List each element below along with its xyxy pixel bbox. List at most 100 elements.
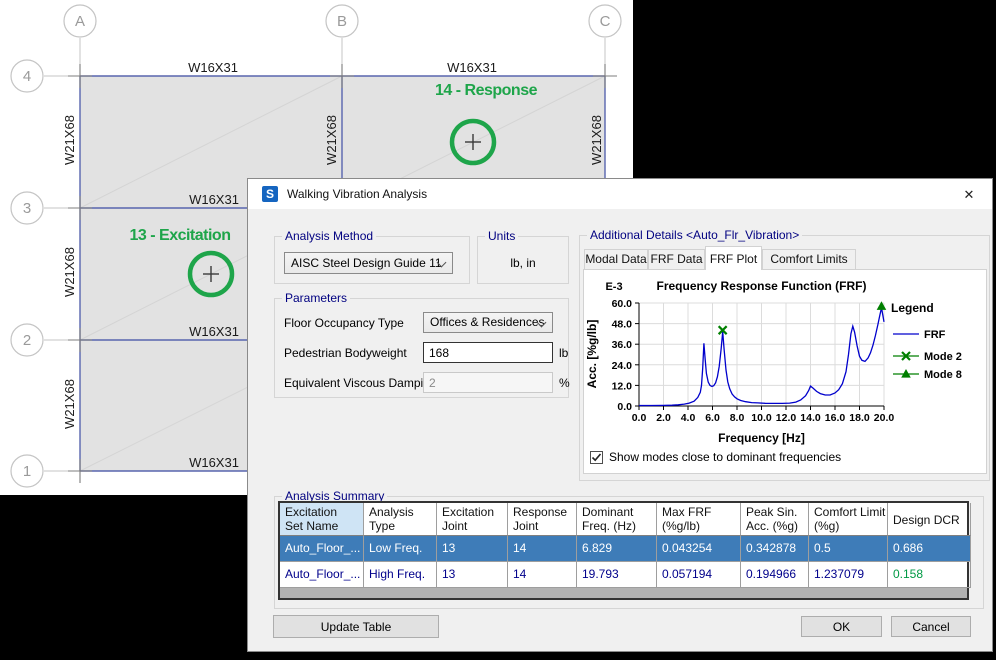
beam-label: W16X31 — [189, 324, 239, 339]
frf-chart: 0.02.04.06.08.010.012.014.016.018.020.00… — [584, 270, 986, 473]
legend-item-label: Mode 8 — [924, 369, 962, 381]
analysis-method-group: Analysis Method AISC Steel Design Guide … — [274, 236, 470, 284]
floor-occupancy-label: Floor Occupancy Type — [284, 316, 404, 330]
table-cell: 0.686 — [888, 536, 971, 562]
x-axis-title: Frequency [Hz] — [718, 431, 805, 445]
y-tick-label: 48.0 — [612, 319, 633, 331]
damping-input — [423, 372, 553, 393]
additional-details-group-label: Additional Details <Auto_Flr_Vibration> — [587, 228, 802, 243]
x-tick-label: 2.0 — [656, 412, 671, 424]
dialog-titlebar[interactable]: S Walking Vibration Analysis ✕ — [248, 179, 992, 209]
x-tick-label: 18.0 — [849, 412, 870, 424]
legend-item-label: FRF — [924, 329, 946, 341]
units-group-label: Units — [485, 229, 518, 244]
table-row[interactable]: Auto_Floor_...High Freq.131419.7930.0571… — [280, 562, 967, 588]
close-icon[interactable]: ✕ — [960, 186, 978, 204]
bodyweight-label: Pedestrian Bodyweight — [284, 346, 407, 360]
excitation-label: 13 - Excitation — [130, 227, 231, 244]
x-tick-label: 0.0 — [632, 412, 647, 424]
damping-unit: % — [559, 376, 570, 390]
response-label: 14 - Response — [435, 82, 538, 99]
scale-label: E-3 — [605, 281, 622, 293]
tab-frf-data[interactable]: FRF Data — [648, 249, 705, 270]
table-cell: 0.057194 — [657, 562, 741, 588]
bodyweight-input[interactable] — [423, 342, 553, 363]
table-cell: 0.158 — [888, 562, 971, 588]
analysis-method-value: AISC Steel Design Guide 11 — [291, 256, 442, 270]
table-cell: 14 — [508, 536, 577, 562]
table-cell: 19.793 — [577, 562, 657, 588]
table-cell: 0.5 — [809, 536, 888, 562]
application-viewport: ABC4321W16X31W16X31W16X31W16X31W16X31W21… — [0, 0, 996, 660]
table-cell: 0.342878 — [741, 536, 809, 562]
summary-header-cell[interactable]: Design DCR — [888, 503, 971, 536]
analysis-method-group-label: Analysis Method — [282, 229, 376, 244]
x-tick-label: 6.0 — [705, 412, 720, 424]
grid-bubble-col-B-label: B — [337, 13, 347, 30]
x-tick-label: 20.0 — [874, 412, 895, 424]
y-axis-title: Acc. [%g/lb] — [585, 320, 599, 389]
grid-bubble-row-1-label: 1 — [23, 463, 31, 480]
analysis-method-dropdown[interactable]: AISC Steel Design Guide 11 — [284, 252, 453, 274]
y-tick-label: 36.0 — [612, 339, 633, 351]
tab-modal-data[interactable]: Modal Data — [584, 249, 648, 270]
units-value: lb, in — [478, 256, 568, 270]
beam-label: W16X31 — [189, 192, 239, 207]
table-empty-area — [280, 588, 967, 598]
table-cell: High Freq. — [364, 562, 437, 588]
table-cell: 13 — [437, 562, 508, 588]
beam-label: W16X31 — [188, 60, 238, 75]
tab-comfort-limits-plot[interactable]: Comfort Limits Plot — [762, 249, 856, 270]
table-row[interactable]: Auto_Floor_...Low Freq.13146.8290.043254… — [280, 536, 967, 562]
beam-label: W21X68 — [62, 379, 77, 429]
units-group: Units lb, in — [477, 236, 569, 284]
floor-occupancy-value: Offices & Residences — [430, 315, 545, 329]
beam-label: W21X68 — [62, 115, 77, 165]
tab-frf-plot[interactable]: FRF Plot — [705, 246, 762, 270]
parameters-group-label: Parameters — [282, 291, 350, 306]
beam-label: W21X68 — [324, 115, 339, 165]
summary-header-cell[interactable]: Excitation Set Name — [280, 503, 364, 536]
summary-header-cell[interactable]: Peak Sin. Acc. (%g) — [741, 503, 809, 536]
y-tick-label: 60.0 — [612, 298, 633, 310]
grid-bubble-row-2-label: 2 — [23, 332, 31, 349]
summary-header-cell[interactable]: Max FRF (%g/lb) — [657, 503, 741, 536]
table-cell: Auto_Floor_... — [280, 562, 364, 588]
table-cell: 13 — [437, 536, 508, 562]
floor-occupancy-dropdown[interactable]: Offices & Residences — [423, 312, 553, 333]
show-modes-checkbox[interactable] — [590, 451, 603, 464]
analysis-summary-group: Analysis Summary Excitation Set NameAnal… — [274, 496, 984, 609]
x-tick-label: 4.0 — [681, 412, 696, 424]
summary-header-cell[interactable]: Response Joint — [508, 503, 577, 536]
summary-header-cell[interactable]: Excitation Joint — [437, 503, 508, 536]
grid-bubble-row-4-label: 4 — [23, 68, 31, 85]
grid-bubble-col-A-label: A — [75, 13, 85, 30]
analysis-summary-table: Excitation Set NameAnalysis TypeExcitati… — [278, 501, 969, 600]
x-tick-label: 10.0 — [751, 412, 772, 424]
beam-label: W16X31 — [447, 60, 497, 75]
y-tick-label: 0.0 — [617, 401, 632, 413]
legend-title: Legend — [891, 301, 934, 315]
app-icon: S — [262, 186, 278, 202]
dialog-title: Walking Vibration Analysis — [287, 187, 427, 201]
y-tick-label: 12.0 — [612, 380, 633, 392]
show-modes-checkbox-row: Show modes close to dominant frequencies — [590, 450, 841, 464]
table-cell: Low Freq. — [364, 536, 437, 562]
summary-header-cell[interactable]: Comfort Limit (%g) — [809, 503, 888, 536]
summary-header-cell[interactable]: Analysis Type — [364, 503, 437, 536]
table-cell: 6.829 — [577, 536, 657, 562]
x-tick-label: 16.0 — [825, 412, 846, 424]
bodyweight-unit: lb — [559, 346, 568, 360]
update-table-button[interactable]: Update Table — [273, 615, 439, 638]
y-tick-label: 24.0 — [612, 360, 633, 372]
cancel-button[interactable]: Cancel — [891, 616, 971, 637]
summary-header-cell[interactable]: Dominant Freq. (Hz) — [577, 503, 657, 536]
mode-marker-triangle — [901, 369, 911, 378]
legend-item-label: Mode 2 — [924, 351, 962, 363]
grid-bubble-col-C-label: C — [600, 13, 611, 30]
ok-button[interactable]: OK — [801, 616, 882, 637]
table-cell: 14 — [508, 562, 577, 588]
beam-label: W16X31 — [189, 455, 239, 470]
summary-header-row: Excitation Set NameAnalysis TypeExcitati… — [280, 503, 967, 536]
beam-label: W21X68 — [589, 115, 604, 165]
